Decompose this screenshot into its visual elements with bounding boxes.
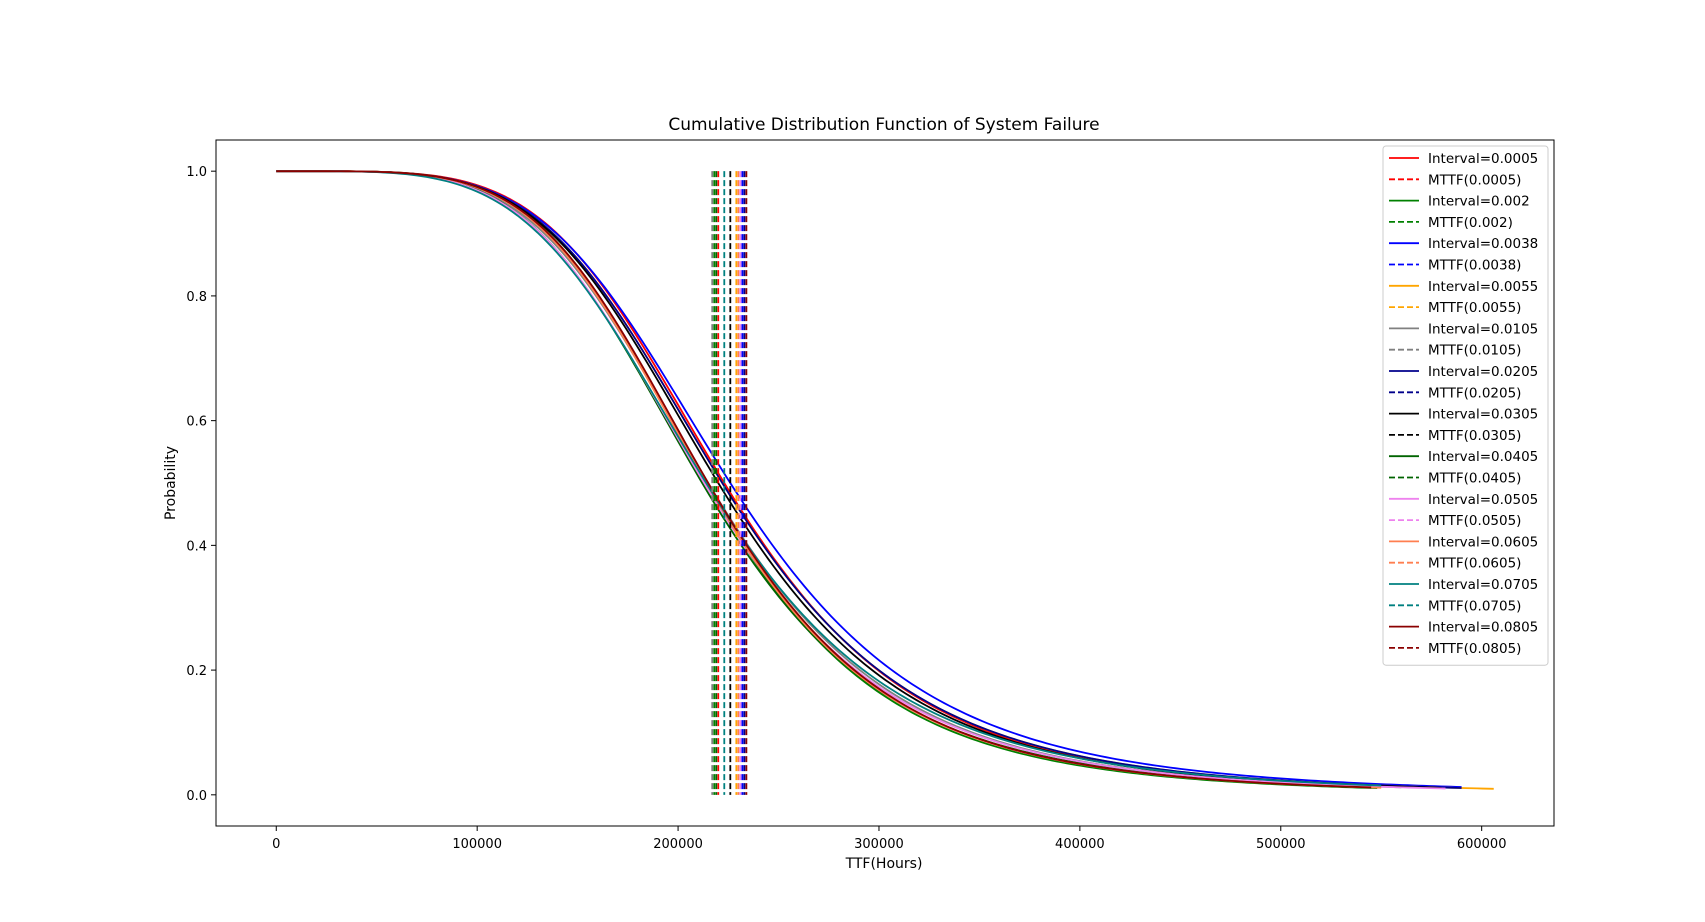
legend-label-12: Interval=0.0305 — [1428, 407, 1538, 423]
series-line-8 — [276, 170, 1446, 790]
series-line-0 — [276, 170, 1372, 787]
y-tick-label: 0.6 — [186, 415, 207, 430]
series-curves — [276, 170, 1494, 790]
series-line-6 — [276, 170, 1442, 789]
x-axis-label: TTF(Hours) — [845, 856, 923, 872]
y-tick-label: 0.4 — [186, 539, 207, 554]
legend-label-19: MTTF(0.0605) — [1428, 556, 1521, 572]
legend-label-17: MTTF(0.0505) — [1428, 513, 1521, 529]
x-tick-label: 500000 — [1256, 837, 1306, 852]
legend: Interval=0.0005 MTTF(0.0005) Interval=0.00… — [1382, 145, 1549, 666]
series-line-9 — [276, 170, 1382, 789]
legend-label-8: Interval=0.0105 — [1428, 321, 1538, 337]
legend-label-21: MTTF(0.0705) — [1428, 598, 1521, 614]
x-tick-label: 400000 — [1055, 837, 1105, 852]
legend-label-2: Interval=0.002 — [1428, 194, 1530, 210]
y-tick-label: 0.2 — [186, 664, 207, 679]
series-line-5 — [276, 170, 1462, 789]
x-tick-label: 200000 — [653, 837, 703, 852]
legend-label-18: Interval=0.0605 — [1428, 534, 1538, 550]
series-line-4 — [276, 170, 1402, 789]
series-line-10 — [276, 170, 1382, 787]
x-tick-label: 300000 — [854, 837, 904, 852]
legend-label-23: MTTF(0.0805) — [1428, 641, 1521, 657]
legend-label-1: MTTF(0.0005) — [1428, 172, 1521, 188]
series-line-1 — [276, 170, 1378, 790]
legend-label-13: MTTF(0.0305) — [1428, 428, 1521, 444]
legend-label-11: MTTF(0.0205) — [1428, 385, 1521, 401]
legend-label-16: Interval=0.0505 — [1428, 492, 1538, 508]
series-line-2 — [276, 170, 1462, 788]
legend-label-20: Interval=0.0705 — [1428, 577, 1538, 593]
chart-title: Cumulative Distribution Function of Syst… — [668, 115, 1099, 135]
legend-label-9: MTTF(0.0105) — [1428, 343, 1521, 359]
legend-label-10: Interval=0.0205 — [1428, 364, 1538, 380]
series-line-7 — [276, 170, 1372, 788]
x-tick-label: 100000 — [452, 837, 502, 852]
legend-box — [1382, 145, 1549, 666]
y-tick-label: 0.8 — [186, 290, 207, 305]
y-tick-label: 1.0 — [186, 165, 207, 180]
legend-label-14: Interval=0.0405 — [1428, 449, 1538, 465]
legend-label-0: Interval=0.0005 — [1428, 151, 1538, 167]
x-tick-label: 0 — [272, 837, 280, 852]
legend-label-22: Interval=0.0805 — [1428, 620, 1538, 636]
plot-frame — [215, 139, 1555, 827]
x-axis: 0 100000 200000 300000 400000 500000 600000 — [272, 826, 1506, 852]
legend-label-3: MTTF(0.002) — [1428, 215, 1513, 231]
legend-label-7: MTTF(0.0055) — [1428, 300, 1521, 316]
y-tick-label: 0.0 — [186, 789, 207, 804]
y-axis: 0.0 0.2 0.4 0.6 0.8 1.0 — [186, 165, 216, 804]
legend-label-15: MTTF(0.0405) — [1428, 471, 1521, 487]
legend-label-5: MTTF(0.0038) — [1428, 258, 1521, 274]
legend-label-6: Interval=0.0055 — [1428, 279, 1538, 295]
mttf-lines — [711, 171, 748, 795]
series-line-11 — [276, 170, 1372, 789]
legend-label-4: Interval=0.0038 — [1428, 236, 1538, 252]
y-axis-label: Probability — [163, 446, 179, 520]
x-tick-label: 600000 — [1457, 837, 1507, 852]
